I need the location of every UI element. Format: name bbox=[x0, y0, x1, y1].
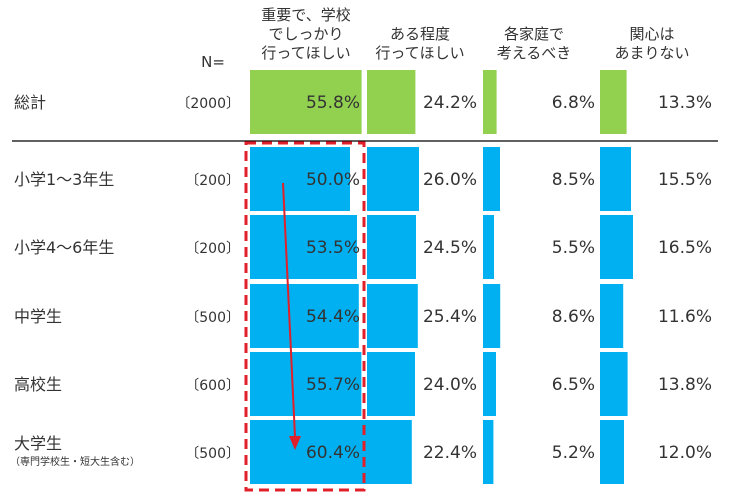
row-4-bar-4 bbox=[600, 352, 628, 416]
row-4-value-4: 13.8% bbox=[658, 375, 712, 395]
trend-arrow-line bbox=[282, 182, 296, 438]
row-3-bar-2 bbox=[367, 284, 418, 348]
row-2-bar-4 bbox=[600, 215, 633, 279]
row-3-value-3: 8.6% bbox=[552, 307, 595, 327]
row-4-bar-2 bbox=[367, 352, 415, 416]
row-2-label: 小学4～6年生 bbox=[14, 238, 114, 257]
total-row-value-1: 55.8% bbox=[306, 93, 360, 113]
row-5-bar-3 bbox=[483, 420, 494, 484]
total-row-bar-1 bbox=[250, 70, 362, 134]
row-2-value-2: 24.5% bbox=[423, 238, 477, 258]
row-3-value-1: 54.4% bbox=[306, 307, 360, 327]
row-3-bar-4 bbox=[600, 284, 624, 348]
row-3-bar-3 bbox=[483, 284, 501, 348]
row-5-value-4: 12.0% bbox=[658, 443, 712, 463]
row-1-value-2: 26.0% bbox=[423, 170, 477, 190]
row-4-bar-3 bbox=[483, 352, 496, 416]
row-2-bar-2 bbox=[367, 215, 416, 279]
column-header-1-line-3: 行ってほしい bbox=[261, 44, 350, 62]
row-1-bar-1 bbox=[250, 147, 350, 211]
row-1-bar-4 bbox=[600, 147, 631, 211]
total-row-bar-4 bbox=[600, 70, 627, 134]
n-header: N= bbox=[201, 53, 225, 71]
row-4-n: 〔600〕 bbox=[185, 378, 240, 394]
row-3-value-2: 25.4% bbox=[423, 307, 477, 327]
total-row-bar-2 bbox=[367, 70, 416, 134]
row-5-sublabel: （専門学校生・短大生含む） bbox=[10, 455, 140, 468]
column-header-1-line-1: 重要で、学校 bbox=[261, 6, 350, 24]
total-row-label: 総計 bbox=[14, 93, 46, 112]
row-5-value-1: 60.4% bbox=[306, 443, 360, 463]
row-4-value-3: 6.5% bbox=[552, 375, 595, 395]
row-4-value-2: 24.0% bbox=[423, 375, 477, 395]
row-2-value-3: 5.5% bbox=[552, 238, 595, 258]
row-1-n: 〔200〕 bbox=[185, 173, 240, 189]
row-1-bar-2 bbox=[367, 147, 419, 211]
row-3-n: 〔500〕 bbox=[185, 310, 240, 326]
row-1-value-3: 8.5% bbox=[552, 170, 595, 190]
column-header-3-line-2: 考えるべき bbox=[497, 44, 572, 62]
row-4-bar-1 bbox=[250, 352, 362, 416]
highlight-box bbox=[244, 141, 366, 492]
row-1-bar-3 bbox=[483, 147, 500, 211]
row-5-bar-4 bbox=[600, 420, 624, 484]
column-header-2-line-1: ある程度 bbox=[390, 25, 450, 43]
row-5-value-3: 5.2% bbox=[552, 443, 595, 463]
column-header-4-line-1: 関心は bbox=[629, 25, 674, 43]
trend-arrow-head bbox=[289, 436, 301, 450]
total-row-value-4: 13.3% bbox=[658, 93, 712, 113]
row-5-label: 大学生 bbox=[14, 434, 62, 453]
row-5-value-2: 22.4% bbox=[423, 443, 477, 463]
row-1-value-1: 50.0% bbox=[306, 170, 360, 190]
row-3-label: 中学生 bbox=[14, 307, 62, 326]
total-row-n: 〔2000〕 bbox=[176, 96, 240, 112]
row-1-label: 小学1～3年生 bbox=[14, 170, 114, 189]
total-row-bar-3 bbox=[483, 70, 497, 134]
row-2-bar-3 bbox=[483, 215, 494, 279]
row-2-n: 〔200〕 bbox=[185, 241, 240, 257]
column-header-4-line-2: あまりない bbox=[614, 44, 689, 62]
total-row-value-2: 24.2% bbox=[423, 93, 477, 113]
row-4-value-1: 55.7% bbox=[306, 375, 360, 395]
column-header-1-line-2: でしっかり bbox=[268, 25, 343, 43]
row-2-bar-1 bbox=[250, 215, 357, 279]
row-3-value-4: 11.6% bbox=[658, 307, 712, 327]
row-5-n: 〔500〕 bbox=[185, 446, 240, 462]
row-2-value-1: 53.5% bbox=[306, 238, 360, 258]
total-row-value-3: 6.8% bbox=[552, 93, 595, 113]
row-1-value-4: 15.5% bbox=[658, 170, 712, 190]
row-3-bar-1 bbox=[250, 284, 359, 348]
column-header-3-line-1: 各家庭で bbox=[504, 25, 564, 43]
column-header-2-line-2: 行ってほしい bbox=[375, 44, 464, 62]
row-2-value-4: 16.5% bbox=[658, 238, 712, 258]
row-4-label: 高校生 bbox=[14, 375, 62, 394]
row-5-bar-1 bbox=[250, 420, 371, 484]
row-5-bar-2 bbox=[367, 420, 412, 484]
